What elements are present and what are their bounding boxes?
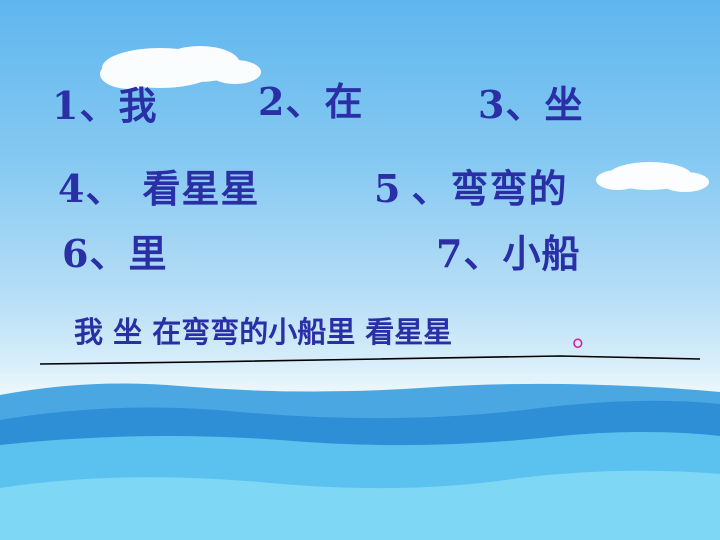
word-separator: 、	[505, 82, 545, 127]
word-separator: 、	[79, 83, 119, 128]
cloud-right	[596, 162, 709, 192]
answer-period: 。	[572, 319, 602, 354]
word-item-2: 2、在	[258, 83, 363, 121]
word-number: 4	[58, 166, 86, 211]
answer-underline	[39, 355, 701, 365]
word-item-7: 7、小船	[436, 235, 580, 273]
word-item-5: 5 、弯弯的	[374, 170, 567, 208]
word-number: 5	[374, 166, 402, 211]
word-separator: 、	[463, 231, 503, 276]
word-number: 3	[478, 82, 506, 127]
word-text: 看星星	[142, 166, 260, 211]
word-number: 7	[436, 231, 464, 276]
word-text: 小船	[502, 231, 581, 276]
cloud-left	[100, 46, 261, 89]
word-number: 2	[258, 79, 286, 124]
word-text: 坐	[544, 82, 584, 127]
answer-sentence: 我 坐 在弯弯的小船里 看星星	[74, 315, 453, 349]
word-separator: 、	[285, 79, 325, 124]
word-text: 里	[128, 231, 168, 276]
word-text: 在	[324, 79, 364, 124]
word-separator: 、	[89, 231, 129, 276]
word-text: 弯弯的	[450, 166, 568, 211]
sea-near	[0, 470, 720, 540]
word-item-6: 6、里	[62, 235, 167, 273]
word-item-3: 3、坐	[478, 86, 583, 124]
word-number: 6	[62, 231, 90, 276]
word-item-4: 4、 看星星	[58, 170, 259, 208]
word-text: 我	[118, 83, 158, 128]
word-separator: 、	[411, 166, 451, 211]
word-number: 1	[52, 83, 80, 128]
word-separator: 、	[85, 166, 125, 211]
word-item-1: 1、我	[52, 87, 157, 125]
